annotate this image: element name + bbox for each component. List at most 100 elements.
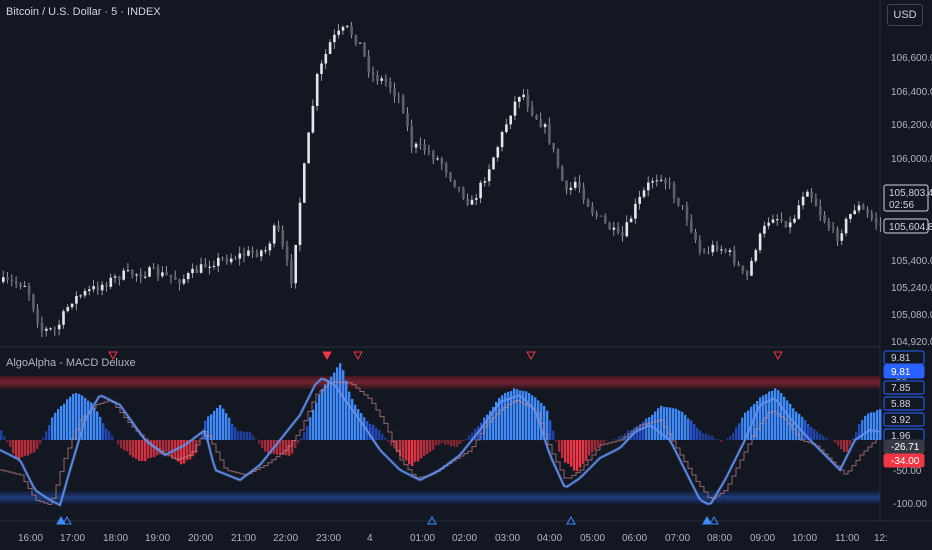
histogram-bar [768, 391, 771, 440]
histogram-bar [804, 420, 807, 440]
histogram-bar [123, 440, 126, 451]
triangle-down-icon [773, 351, 783, 361]
histogram-bar [144, 440, 147, 462]
candle-body [801, 196, 805, 206]
time-tick: 02:00 [452, 533, 477, 544]
candle-body [797, 205, 801, 219]
price-tick: 105,400.00 [891, 256, 932, 267]
triangle-up-icon [56, 515, 66, 525]
histogram-bar [309, 417, 312, 440]
histogram-bar [78, 393, 81, 440]
candle-body [367, 55, 371, 73]
histogram-bar [699, 430, 702, 440]
candle-body [126, 270, 130, 272]
candle-body [763, 225, 766, 234]
histogram-bar [819, 434, 822, 440]
candle-body [66, 307, 70, 312]
histogram-bar [384, 437, 387, 440]
candle-body [548, 124, 551, 143]
time-tick: 07:00 [665, 533, 690, 544]
histogram-bar [660, 405, 663, 440]
time-axis[interactable]: 16:00 17:00 18:00 19:00 20:00 21:00 22:00 23:00… [18, 533, 888, 544]
histogram-bar [357, 409, 360, 440]
candle-body [694, 231, 697, 241]
candle-body [122, 270, 125, 280]
candle-body [444, 163, 448, 173]
histogram-bar [135, 440, 138, 459]
price-tick: 105,240.00 [891, 283, 932, 294]
histogram-bar [600, 440, 603, 446]
candle-body [70, 303, 74, 308]
candle-body [363, 42, 366, 56]
histogram-bar [534, 397, 537, 440]
candle-body [242, 253, 246, 256]
histogram-bar [21, 440, 24, 457]
histogram-bar [684, 414, 687, 440]
candle-body [423, 144, 426, 151]
histogram-bar [678, 410, 681, 440]
candle-body [397, 95, 401, 97]
price-axis[interactable]: 106,600.00 106,400.00 106,200.00 106,000… [891, 53, 932, 348]
histogram-bar [588, 440, 591, 456]
candle-body [827, 221, 831, 228]
histogram-bar [606, 440, 609, 441]
macd-value-text: 7.85 [891, 383, 911, 394]
candle-body [788, 222, 792, 228]
candle-body [36, 308, 39, 324]
indicator-title[interactable]: AlgoAlpha - MACD Deluxe [6, 357, 136, 369]
histogram-bar [291, 440, 294, 454]
currency-button[interactable]: USD [887, 4, 923, 26]
candle-body [874, 218, 878, 224]
histogram-bar [834, 440, 837, 444]
histogram-bar [354, 404, 357, 440]
time-tick: 16:00 [18, 533, 43, 544]
histogram-bar [705, 433, 708, 440]
triangle-up-icon [427, 515, 437, 525]
histogram-bar [519, 390, 522, 440]
histogram-bar [432, 440, 435, 450]
histogram-bar [207, 416, 210, 440]
histogram-bar [399, 440, 402, 457]
candle-body [681, 205, 684, 207]
candle-body [647, 182, 650, 191]
symbol-title[interactable]: Bitcoin / U.S. Dollar · 5 · INDEX [6, 6, 161, 18]
candle-body [251, 250, 254, 253]
histogram-bar [177, 440, 180, 462]
macd-value-text: 9.81 [891, 367, 911, 378]
candle-body [776, 219, 779, 221]
candle-body [457, 186, 461, 188]
macd-value-badge [883, 439, 925, 454]
candle-body [303, 163, 306, 203]
candle-body [320, 63, 323, 74]
candle-body [225, 258, 229, 263]
candle-body [440, 158, 444, 164]
histogram-bar [522, 390, 525, 440]
bar-countdown: 02:56 [889, 200, 914, 211]
histogram-bar [825, 437, 828, 440]
histogram-bar [411, 440, 414, 467]
histogram-bar [597, 440, 600, 449]
time-tick: 05:00 [580, 533, 605, 544]
candle-body [109, 277, 113, 287]
histogram-bar [186, 440, 189, 461]
candle-body [522, 94, 525, 98]
candle-body [582, 187, 586, 200]
histogram-bar [444, 440, 447, 445]
candle-body [131, 270, 134, 276]
histogram-bar [111, 435, 114, 440]
candle-body [754, 250, 758, 261]
histogram-bar [246, 431, 249, 440]
triangle-up-icon [709, 515, 719, 525]
histogram-bar [591, 440, 594, 453]
histogram-bar [507, 391, 510, 440]
candle-body [831, 227, 835, 229]
reference-price-value: 105,604.88 [889, 222, 932, 233]
candle-body [767, 222, 770, 226]
histogram-bar [858, 424, 861, 440]
histogram-bar [6, 440, 9, 443]
candle-body [268, 243, 272, 251]
histogram-bar [861, 419, 864, 440]
candle-body [285, 246, 289, 261]
candle-body [698, 240, 702, 252]
